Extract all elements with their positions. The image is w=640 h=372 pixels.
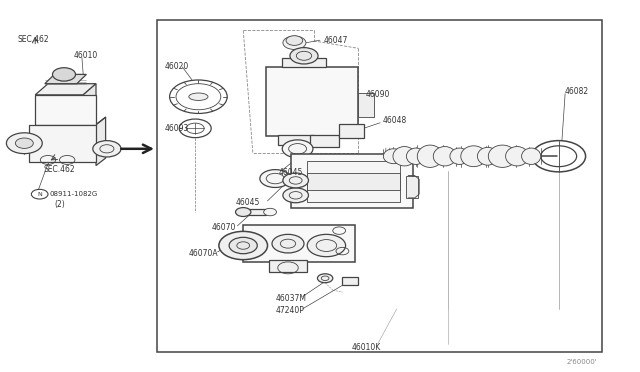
Circle shape bbox=[15, 138, 33, 148]
Text: 46093: 46093 bbox=[165, 124, 189, 133]
Bar bbox=[157, 20, 602, 352]
Circle shape bbox=[260, 170, 291, 187]
Circle shape bbox=[229, 237, 257, 254]
Circle shape bbox=[264, 208, 276, 216]
Ellipse shape bbox=[506, 147, 529, 166]
Circle shape bbox=[219, 231, 268, 260]
Ellipse shape bbox=[383, 149, 404, 164]
Bar bbox=[266, 67, 358, 136]
Text: 2'60000': 2'60000' bbox=[566, 359, 597, 365]
Bar bbox=[342, 277, 358, 285]
Ellipse shape bbox=[189, 93, 208, 100]
Circle shape bbox=[282, 140, 313, 158]
Circle shape bbox=[317, 274, 333, 283]
Text: N: N bbox=[37, 192, 42, 197]
Text: (2): (2) bbox=[54, 200, 65, 209]
Circle shape bbox=[307, 234, 346, 257]
Ellipse shape bbox=[522, 148, 541, 164]
Text: 46090: 46090 bbox=[366, 90, 390, 99]
Circle shape bbox=[93, 141, 121, 157]
Bar bbox=[291, 154, 413, 208]
Bar bbox=[35, 95, 96, 125]
Text: SEC.462: SEC.462 bbox=[44, 165, 75, 174]
Text: 08911-1082G: 08911-1082G bbox=[50, 191, 98, 197]
Text: 46048: 46048 bbox=[383, 116, 407, 125]
Ellipse shape bbox=[393, 147, 416, 166]
Polygon shape bbox=[45, 74, 86, 84]
Polygon shape bbox=[83, 84, 96, 125]
Ellipse shape bbox=[488, 145, 516, 167]
Bar bbox=[339, 124, 364, 138]
Ellipse shape bbox=[433, 147, 456, 166]
Text: 46045: 46045 bbox=[279, 169, 303, 177]
Bar bbox=[29, 125, 96, 162]
Text: 46082: 46082 bbox=[565, 87, 589, 96]
Circle shape bbox=[236, 208, 251, 217]
Circle shape bbox=[52, 68, 76, 81]
Circle shape bbox=[283, 173, 308, 188]
Ellipse shape bbox=[461, 146, 486, 167]
Text: 46037M: 46037M bbox=[275, 294, 306, 303]
Bar bbox=[310, 135, 339, 147]
Text: 46070: 46070 bbox=[211, 223, 236, 232]
Ellipse shape bbox=[417, 145, 443, 167]
Polygon shape bbox=[96, 117, 106, 166]
Bar bbox=[243, 225, 355, 262]
Text: 46070A: 46070A bbox=[189, 249, 218, 258]
Bar bbox=[282, 58, 326, 67]
Circle shape bbox=[6, 133, 42, 154]
Bar bbox=[243, 209, 266, 215]
Bar bbox=[406, 176, 418, 198]
Ellipse shape bbox=[450, 148, 469, 164]
Circle shape bbox=[272, 234, 304, 253]
Bar bbox=[307, 173, 400, 190]
Text: 46020: 46020 bbox=[165, 62, 189, 71]
Circle shape bbox=[283, 36, 306, 49]
Bar bbox=[278, 135, 314, 145]
Text: SEC.462: SEC.462 bbox=[18, 35, 49, 44]
Text: 46045: 46045 bbox=[236, 198, 260, 207]
Circle shape bbox=[283, 188, 308, 203]
Bar bbox=[269, 260, 307, 272]
Circle shape bbox=[286, 36, 303, 45]
Text: 46010: 46010 bbox=[74, 51, 98, 60]
Polygon shape bbox=[35, 84, 96, 95]
Text: 46010K: 46010K bbox=[352, 343, 381, 352]
Bar bbox=[358, 93, 374, 117]
Text: 46047: 46047 bbox=[323, 36, 348, 45]
Text: 47240P: 47240P bbox=[275, 306, 304, 315]
Ellipse shape bbox=[477, 147, 498, 165]
Ellipse shape bbox=[406, 148, 426, 164]
Circle shape bbox=[290, 48, 318, 64]
Bar bbox=[307, 161, 400, 202]
